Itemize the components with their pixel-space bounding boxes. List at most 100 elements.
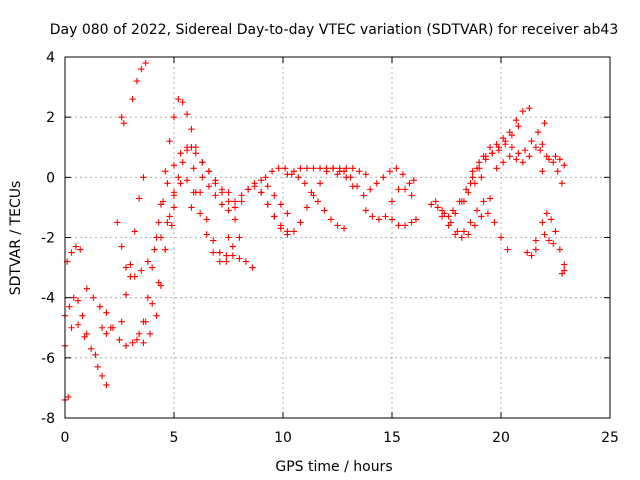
data-point <box>223 252 230 259</box>
data-point <box>249 264 256 271</box>
data-point <box>225 189 232 196</box>
data-point <box>486 195 494 202</box>
data-point <box>229 252 237 259</box>
data-point <box>295 174 302 181</box>
series-arc-r <box>258 165 356 238</box>
data-point <box>205 168 213 175</box>
data-point <box>199 159 206 166</box>
data-point <box>164 180 171 187</box>
axis-ticks: 0 5 10 15 20 25 -8 -6 -4 -2 0 2 4 <box>41 50 619 446</box>
data-point <box>561 162 568 169</box>
data-point <box>469 174 476 181</box>
data-point <box>471 222 479 229</box>
series-arc-ad <box>469 119 548 175</box>
data-point <box>539 219 546 226</box>
data-point <box>242 258 250 265</box>
data-point <box>539 168 546 175</box>
data-point <box>210 249 217 256</box>
data-point <box>558 180 566 187</box>
data-point <box>534 129 542 136</box>
data-point <box>545 237 553 244</box>
grid <box>65 57 610 418</box>
data-point <box>445 213 452 220</box>
data-point <box>301 180 308 187</box>
series-arc-w <box>380 165 417 187</box>
data-point <box>528 252 535 259</box>
series-arc-m <box>140 95 239 325</box>
data-point <box>164 219 171 226</box>
data-point <box>480 198 487 205</box>
data-point <box>138 267 145 274</box>
data-point <box>408 192 415 199</box>
data-point <box>168 222 176 229</box>
data-point <box>68 249 75 256</box>
data-point <box>445 222 452 229</box>
series-arc-p <box>188 174 291 235</box>
data-point <box>486 144 494 151</box>
data-point <box>393 165 400 172</box>
x-tick-label: 5 <box>170 430 179 446</box>
data-point <box>127 261 134 268</box>
data-point <box>513 156 520 163</box>
x-tick-label: 10 <box>274 430 292 446</box>
x-axis-title: GPS time / hours <box>275 459 392 475</box>
data-point <box>225 198 232 205</box>
data-point <box>264 201 271 208</box>
series-arc-af <box>537 147 566 187</box>
data-point <box>175 95 182 103</box>
data-point <box>349 165 356 172</box>
x-tick-label: 0 <box>61 430 70 446</box>
data-point <box>114 219 121 226</box>
series-arc-a <box>61 393 72 404</box>
data-point <box>229 243 237 250</box>
data-point <box>506 153 513 160</box>
data-point <box>519 107 526 115</box>
data-point <box>460 228 468 235</box>
data-point <box>523 249 531 256</box>
data-point <box>314 198 322 205</box>
series-arc-f <box>94 363 110 389</box>
data-point <box>70 294 77 301</box>
data-point <box>284 231 291 238</box>
data-point <box>157 282 165 289</box>
data-point <box>340 168 348 175</box>
data-point <box>395 186 402 193</box>
x-tick-label: 15 <box>383 430 401 446</box>
data-point <box>375 216 383 223</box>
data-point <box>561 261 568 268</box>
data-point <box>74 321 82 328</box>
data-point <box>135 330 143 337</box>
data-point <box>478 174 485 181</box>
data-point <box>170 113 178 121</box>
data-point <box>103 330 110 337</box>
data-point <box>140 174 147 181</box>
data-point <box>175 174 182 181</box>
data-point <box>118 243 125 250</box>
data-point <box>98 372 106 380</box>
data-point <box>382 213 389 220</box>
data-point <box>179 98 186 106</box>
data-point <box>399 171 407 178</box>
y-tick-label: -4 <box>41 291 55 307</box>
data-point <box>303 204 311 211</box>
data-point <box>388 216 396 223</box>
data-point <box>545 156 553 163</box>
data-point <box>410 177 417 184</box>
data-point <box>183 110 191 118</box>
data-point <box>218 189 226 196</box>
data-point <box>334 171 341 178</box>
data-point <box>231 198 239 205</box>
data-point <box>281 165 289 172</box>
data-point <box>122 264 130 271</box>
series-arc-h <box>114 204 178 280</box>
data-point <box>188 126 195 133</box>
data-point <box>129 339 136 346</box>
series-arc-ag <box>539 153 568 175</box>
series-arc-t <box>284 165 370 178</box>
data-point <box>521 147 529 154</box>
data-point <box>258 189 265 196</box>
data-point <box>388 198 396 205</box>
data-point <box>476 159 483 166</box>
data-point <box>484 210 492 217</box>
